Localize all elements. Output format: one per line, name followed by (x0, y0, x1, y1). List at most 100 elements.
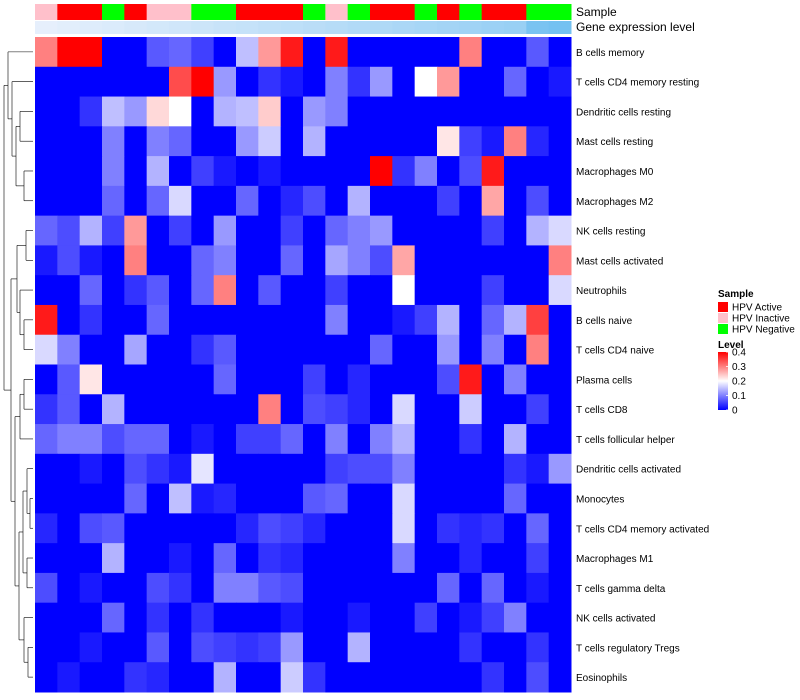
heatmap-cell (459, 453, 483, 485)
heatmap-cell (459, 483, 483, 514)
heatmap-cell (392, 662, 416, 693)
heatmap-cell (35, 275, 58, 306)
heatmap-cell (35, 215, 58, 246)
row-label: T cells regulatory Tregs (576, 643, 680, 654)
heatmap-cell (526, 96, 550, 127)
heatmap-cell (191, 662, 215, 693)
heatmap-cell (35, 632, 58, 663)
heatmap-cell (169, 245, 192, 276)
heatmap-cell (481, 66, 505, 98)
heatmap-cell (481, 543, 505, 574)
heatmap-cell (35, 662, 58, 693)
heatmap-cell (258, 334, 282, 365)
heatmap-cell (548, 364, 572, 395)
heatmap-cell (370, 185, 393, 217)
heatmap-cell (146, 543, 170, 574)
expression-annotation-cell (414, 21, 438, 34)
heatmap-cell (481, 185, 505, 217)
heatmap-cell (213, 66, 237, 98)
heatmap-cell (191, 96, 215, 127)
heatmap-cell (79, 453, 103, 485)
heatmap-cell (146, 245, 170, 276)
heatmap-cell (213, 96, 237, 127)
heatmap-cell (504, 572, 527, 604)
heatmap-cell (169, 156, 192, 187)
heatmap-cell (347, 215, 371, 246)
heatmap-cell (213, 185, 237, 217)
heatmap-cell (459, 126, 483, 157)
heatmap-cell (437, 245, 460, 276)
row-label: T cells CD4 memory resting (576, 78, 699, 89)
heatmap-cell (57, 543, 81, 574)
heatmap-cell (526, 334, 550, 365)
heatmap-cell (79, 126, 103, 157)
heatmap-cell (124, 543, 148, 574)
heatmap-cell (325, 275, 349, 306)
heatmap-cell (102, 126, 125, 157)
heatmap-cell (102, 66, 125, 98)
heatmap-cell (35, 245, 58, 276)
row-label: Mast cells activated (576, 256, 663, 267)
heatmap-cell (146, 185, 170, 217)
heatmap-cell (459, 96, 483, 127)
heatmap-cell (124, 632, 148, 663)
heatmap-cell (303, 364, 326, 395)
heatmap-cell (504, 37, 527, 68)
heatmap-cell (414, 334, 438, 365)
heatmap-cell (504, 632, 527, 663)
heatmap-cell (79, 275, 103, 306)
sample-legend-title: Sample (718, 289, 754, 300)
row-label: Monocytes (576, 494, 624, 505)
heatmap-cell (481, 275, 505, 306)
heatmap-cell (169, 215, 192, 246)
expression-annotation-cell (169, 21, 192, 34)
heatmap-cell (35, 185, 58, 217)
heatmap-cell (414, 483, 438, 514)
heatmap-cell (392, 96, 416, 127)
level-tick-label: 0.3 (732, 362, 746, 373)
heatmap-cell (57, 662, 81, 693)
heatmap-cell (35, 37, 58, 68)
heatmap-cell (169, 483, 192, 514)
heatmap-cell (280, 394, 304, 425)
heatmap-cell (57, 96, 81, 127)
heatmap-cell (526, 513, 550, 544)
heatmap-cell (526, 543, 550, 574)
sample-annotation-cell (347, 4, 371, 20)
heatmap-cell (504, 364, 527, 395)
heatmap-cell (370, 513, 393, 544)
heatmap-cell (236, 632, 259, 663)
heatmap-cell (459, 632, 483, 663)
heatmap-cell (213, 483, 237, 514)
heatmap-cell (124, 364, 148, 395)
heatmap-cell (258, 632, 282, 663)
heatmap-cell (504, 245, 527, 276)
expression-annotation-cell (191, 21, 215, 34)
heatmap-cell (347, 394, 371, 425)
heatmap-cell (79, 334, 103, 365)
heatmap-cell (258, 66, 282, 98)
heatmap-cell (258, 96, 282, 127)
expression-annotation-cell (370, 21, 393, 34)
heatmap-cell (548, 334, 572, 365)
heatmap-cell (213, 126, 237, 157)
heatmap-cell (370, 156, 393, 187)
sample-annotation-cell (169, 4, 192, 20)
heatmap-cell (325, 156, 349, 187)
sample-annotation-cell (236, 4, 259, 20)
heatmap-cell (437, 543, 460, 574)
heatmap-cell (325, 245, 349, 276)
heatmap-cell (481, 37, 505, 68)
heatmap-cell (459, 66, 483, 98)
heatmap-cell (526, 215, 550, 246)
heatmap-cell (236, 543, 259, 574)
heatmap-cell (57, 126, 81, 157)
heatmap-cell (35, 543, 58, 574)
heatmap-cell (459, 215, 483, 246)
heatmap-cell (414, 304, 438, 336)
heatmap-cell (504, 156, 527, 187)
heatmap-cell (437, 304, 460, 336)
heatmap-cell (124, 275, 148, 306)
heatmap-cell (437, 483, 460, 514)
heatmap-cell (526, 632, 550, 663)
